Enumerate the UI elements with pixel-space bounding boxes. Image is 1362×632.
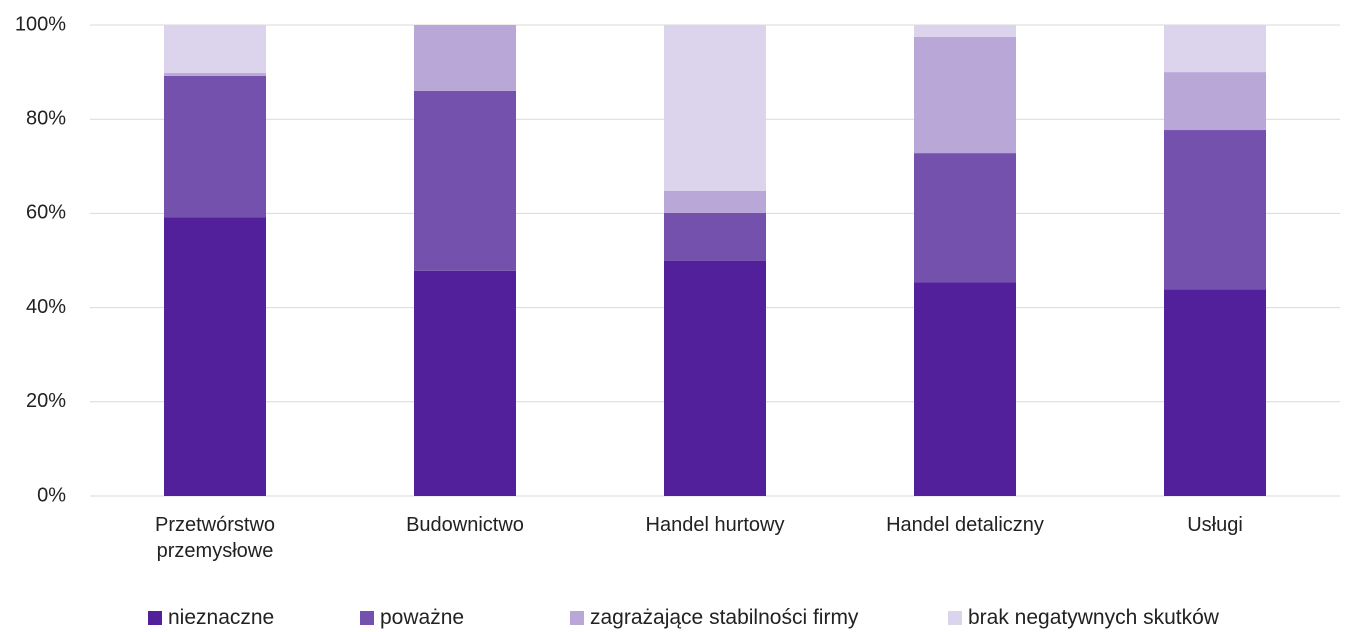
bar-segment (414, 270, 516, 496)
bar-segment (164, 217, 266, 496)
legend-swatch (360, 611, 374, 625)
y-tick-label: 80% (26, 107, 66, 129)
legend-item: brak negatywnych skutków (948, 606, 1219, 630)
x-tick-label: Przetwórstwo przemysłowe (154, 514, 276, 562)
y-tick-label: 0% (37, 484, 66, 506)
bar-segment (664, 212, 766, 261)
bar-segment (664, 25, 766, 191)
legend: nieznaczne poważne zagrażające stabilności… (0, 606, 1362, 632)
bar-segment (664, 190, 766, 213)
bar-segment (164, 75, 266, 218)
legend-swatch (148, 611, 162, 625)
bar-segment (914, 282, 1016, 496)
y-tick-label: 40% (26, 296, 66, 318)
x-tick-label: Budownictwo (406, 514, 524, 536)
bar-segment (1164, 25, 1266, 73)
bar-segment (664, 260, 766, 496)
bar-segment (1164, 289, 1266, 496)
bar-segment (414, 90, 516, 271)
bar-segment (164, 73, 266, 76)
legend-item: nieznaczne (148, 606, 274, 630)
y-tick-label: 100% (15, 13, 66, 35)
bar-segment (1164, 130, 1266, 290)
legend-label: zagrażające stabilności firmy (590, 606, 859, 629)
bar-segment (914, 25, 1016, 37)
bar-segment (414, 25, 516, 91)
legend-label: nieznaczne (168, 606, 275, 629)
bar-segment (1164, 72, 1266, 131)
y-tick-label: 20% (26, 390, 66, 412)
bar-segment (914, 153, 1016, 283)
x-tick-label: Handel hurtowy (645, 514, 785, 536)
chart: 0% 20% 40% 60% 80% 100% (15, 13, 1340, 506)
bar-segment (914, 36, 1016, 154)
legend-label: brak negatywnych skutków (968, 606, 1219, 629)
bar-segment (164, 25, 266, 74)
x-tick-label: Handel detaliczny (886, 514, 1044, 536)
x-tick-label: Usługi (1187, 514, 1243, 536)
legend-swatch (570, 611, 584, 625)
y-tick-label: 60% (26, 202, 66, 224)
legend-swatch (948, 611, 962, 625)
legend-item: poważne (360, 606, 464, 630)
legend-item: zagrażające stabilności firmy (570, 606, 858, 630)
legend-label: poważne (380, 606, 465, 629)
